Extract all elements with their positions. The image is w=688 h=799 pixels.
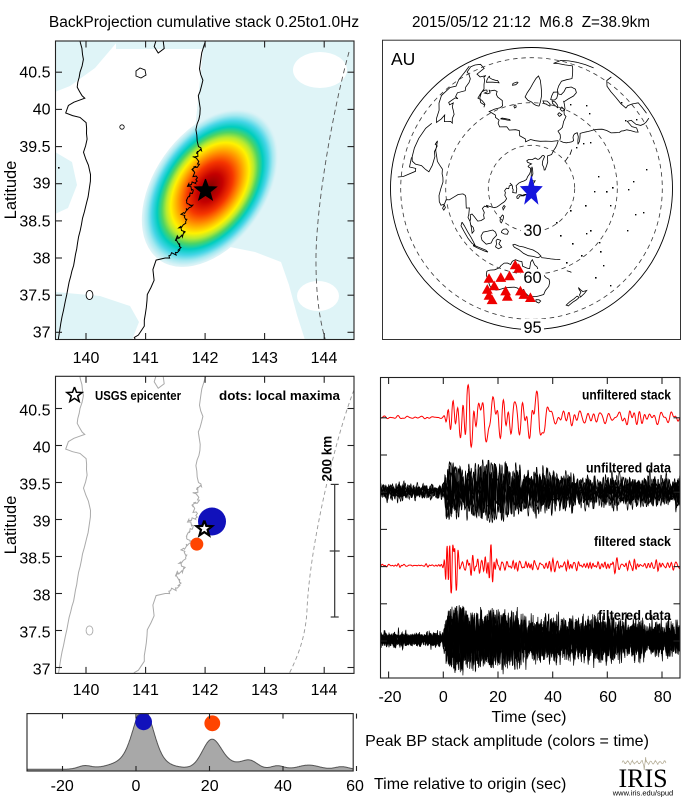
svg-text:144: 144 xyxy=(311,682,338,699)
svg-text:143: 143 xyxy=(251,350,278,367)
svg-text:Time relative to origin (sec): Time relative to origin (sec) xyxy=(374,776,566,793)
svg-text:37.5: 37.5 xyxy=(19,625,50,642)
svg-text:38.5: 38.5 xyxy=(19,214,50,231)
svg-text:39.5: 39.5 xyxy=(19,477,50,494)
svg-text:38: 38 xyxy=(33,251,51,268)
svg-text:30: 30 xyxy=(523,222,541,240)
svg-text:40.5: 40.5 xyxy=(19,65,50,82)
svg-text:141: 141 xyxy=(132,350,159,367)
svg-text:AU: AU xyxy=(391,49,415,69)
svg-text:Latitude: Latitude xyxy=(2,496,20,555)
svg-text:142: 142 xyxy=(192,350,219,367)
svg-text:-20: -20 xyxy=(51,778,74,795)
svg-text:20: 20 xyxy=(489,689,507,706)
svg-text:USGS epicenter: USGS epicenter xyxy=(95,388,181,403)
svg-text:40: 40 xyxy=(33,102,51,119)
svg-text:unfiltered stack: unfiltered stack xyxy=(582,388,671,403)
svg-text:141: 141 xyxy=(132,682,159,699)
svg-text:37: 37 xyxy=(33,325,51,342)
svg-text:140: 140 xyxy=(73,350,100,367)
svg-text:-20: -20 xyxy=(378,689,401,706)
svg-text:143: 143 xyxy=(251,682,278,699)
svg-text:95: 95 xyxy=(523,319,541,337)
svg-text:Peak BP stack amplitude (color: Peak BP stack amplitude (colors = time) xyxy=(365,733,649,750)
svg-text:38.5: 38.5 xyxy=(19,551,50,568)
svg-text:20: 20 xyxy=(201,778,219,795)
svg-text:38: 38 xyxy=(33,588,51,605)
svg-text:dots: local maxima: dots: local maxima xyxy=(219,388,341,403)
svg-text:60: 60 xyxy=(346,778,364,795)
svg-text:unfiltered data: unfiltered data xyxy=(586,461,671,476)
svg-text:BackProjection cumulative stac: BackProjection cumulative stack 0.25to1.… xyxy=(49,14,359,31)
svg-text:37: 37 xyxy=(33,662,51,679)
svg-text:40.5: 40.5 xyxy=(19,403,50,420)
svg-text:37.5: 37.5 xyxy=(19,288,50,305)
svg-text:60: 60 xyxy=(523,269,541,287)
svg-text:filtered stack: filtered stack xyxy=(594,534,671,549)
svg-text:filtered data: filtered data xyxy=(598,608,671,623)
svg-text:200 km: 200 km xyxy=(320,436,335,482)
svg-text:Latitude: Latitude xyxy=(2,161,20,220)
svg-text:40: 40 xyxy=(274,778,292,795)
svg-text:39: 39 xyxy=(33,514,51,531)
svg-text:IRIS: IRIS xyxy=(618,764,667,793)
svg-text:0: 0 xyxy=(439,689,448,706)
svg-text:Time (sec): Time (sec) xyxy=(492,709,567,726)
svg-text:39: 39 xyxy=(33,176,51,193)
svg-text:40: 40 xyxy=(544,689,562,706)
svg-text:144: 144 xyxy=(311,350,338,367)
svg-text:40: 40 xyxy=(33,440,51,457)
svg-text:0: 0 xyxy=(132,778,141,795)
svg-text:2015/05/12 21:12 M6.8 Z=38.9: 2015/05/12 21:12 M6.8 Z=38.9km xyxy=(412,14,650,31)
svg-text:80: 80 xyxy=(654,689,672,706)
svg-text:39.5: 39.5 xyxy=(19,139,50,156)
svg-text:60: 60 xyxy=(599,689,617,706)
svg-text:www.iris.edu/spud: www.iris.edu/spud xyxy=(612,789,673,798)
svg-text:140: 140 xyxy=(73,682,100,699)
svg-text:142: 142 xyxy=(192,682,219,699)
